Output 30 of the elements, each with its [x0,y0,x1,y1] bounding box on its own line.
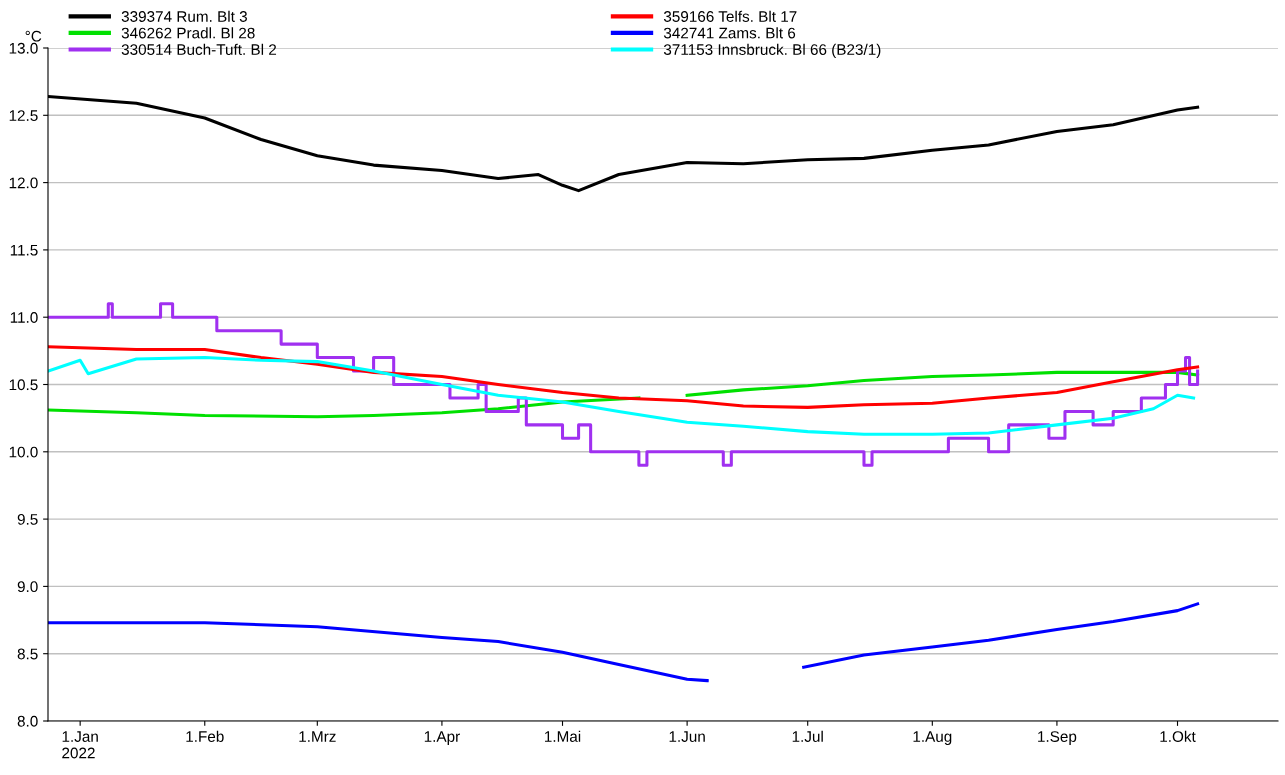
y-tick-label: 13.0 [9,42,38,54]
line-series [48,345,1200,409]
x-tick-label: 1.Feb [186,730,224,742]
y-tick-label: 8.0 [17,715,38,727]
y-tick-label: 11.5 [10,244,38,256]
legend-label: 371153 Innsbruck. Bl 66 (B23/1) [663,43,881,58]
legend-label: 330514 Buch-Tuft. Bl 2 [121,43,277,55]
x-tick-label: 1.Sep [1038,731,1077,745]
y-tick-label: 8.5 [17,648,38,660]
legend-label: 339374 Rum. Blt 3 [121,10,247,22]
x-tick-label: 1.Aug [913,731,952,745]
x-tick-label: 1.Mai [545,730,581,742]
y-axis-title: °C [25,30,42,42]
legend-label: 359166 Telfs. Blt 17 [663,10,797,22]
line-series [48,356,1196,436]
y-tick-label: 10.5 [9,379,38,391]
x-tick-label: 1.Mrz [299,731,336,742]
x-tick-label: 1.Jul [792,730,823,742]
y-tick-label: 12.5 [9,110,38,121]
legend-label: 342741 Zams. Blt 6 [663,27,796,39]
x-tick-label: 1.Okt [1160,730,1196,742]
x-tick-label: 1.Jan 2022 [62,731,98,759]
y-tick-label: 11.0 [10,312,38,323]
x-tick-label: 1.Jun [669,731,705,742]
legend-label: 346262 Pradl. Bl 28 [121,27,255,39]
y-tick-label: 9.0 [17,581,38,593]
y-tick-label: 12.0 [9,177,38,189]
y-tick-label: 9.5 [17,513,38,525]
y-tick-label: 10.0 [9,446,38,458]
x-tick-label: 1.Apr [424,731,460,745]
